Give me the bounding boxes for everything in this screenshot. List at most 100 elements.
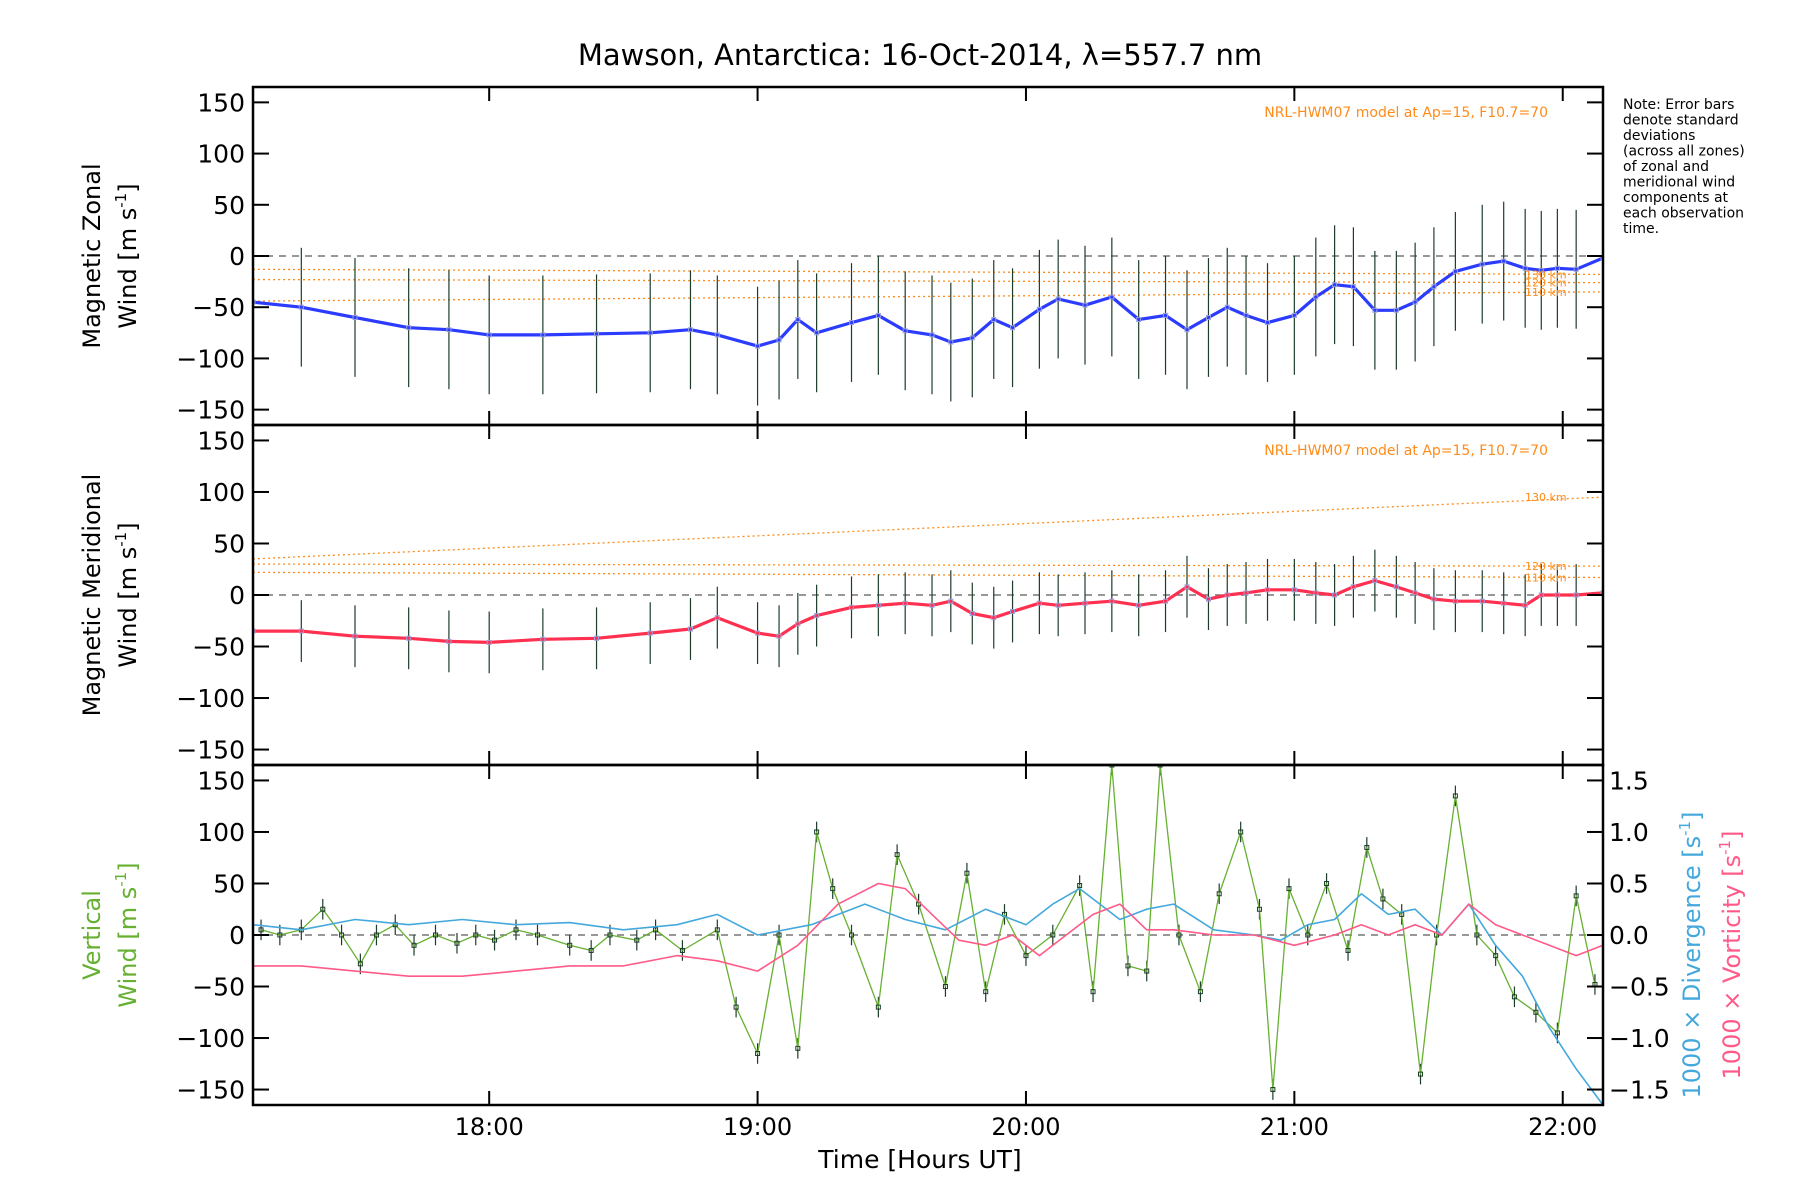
y-tick-label: 150 (197, 88, 245, 117)
data-point (1224, 304, 1230, 310)
data-point (1431, 596, 1437, 602)
data-point (1125, 963, 1131, 969)
model-altitude-label: 130 km (1525, 491, 1567, 504)
model-line (253, 571, 1603, 579)
data-point (1144, 968, 1150, 974)
data-point (814, 829, 820, 835)
data-point (298, 304, 304, 310)
data-point (1291, 312, 1297, 318)
data-point (1452, 268, 1458, 274)
y-tick-label: 50 (213, 529, 245, 558)
y2-tick-label: −1.0 (1609, 1024, 1670, 1053)
data-point (594, 331, 600, 337)
data-point (1055, 296, 1061, 302)
data-point (1036, 306, 1042, 312)
data-point (1350, 284, 1356, 290)
y2-axis-label-vorticity: 1000 × Vorticity [s-1] (1716, 831, 1746, 1080)
data-point (1522, 602, 1528, 608)
data-point (513, 927, 519, 933)
data-point (1412, 590, 1418, 596)
data-point (1324, 880, 1330, 886)
data-point (795, 1045, 801, 1051)
data-point (948, 339, 954, 345)
data-point (1452, 793, 1458, 799)
x-tick-label: 18:00 (455, 1113, 524, 1141)
data-point (687, 327, 693, 333)
data-point (1109, 765, 1115, 768)
data-point (1243, 590, 1249, 596)
note-line: denote standard (1623, 113, 1739, 129)
y-tick-label: 0 (229, 242, 245, 271)
data-point (929, 332, 935, 338)
data-point (492, 937, 498, 943)
data-point (687, 626, 693, 632)
data-point (486, 332, 492, 338)
note-line: each observation (1623, 206, 1744, 222)
data-point (1163, 598, 1169, 604)
data-point (969, 611, 975, 617)
data-point (755, 630, 761, 636)
y-tick-label: −150 (176, 396, 245, 425)
model-altitude-label: 120 km (1525, 277, 1567, 290)
data-point (1412, 299, 1418, 305)
y2-tick-label: 1.0 (1609, 818, 1649, 847)
data-point (849, 604, 855, 610)
data-point (1501, 600, 1507, 606)
data-point (1554, 265, 1560, 271)
data-point (795, 317, 801, 323)
data-point (1265, 320, 1271, 326)
data-point (1224, 592, 1230, 598)
data-point (755, 343, 761, 349)
data-point (969, 335, 975, 341)
data-point (357, 961, 363, 967)
data-point (1205, 314, 1211, 320)
x-tick-label: 21:00 (1260, 1113, 1329, 1141)
data-point (1474, 932, 1480, 938)
data-point (298, 628, 304, 634)
data-point (1082, 600, 1088, 606)
data-point (814, 330, 820, 336)
note-line: deviations (1623, 128, 1695, 144)
y-tick-label: −100 (176, 684, 245, 713)
data-point (1077, 883, 1083, 889)
data-point (1573, 893, 1579, 899)
y2-axis-label-divergence: 1000 × Divergence [s-1] (1676, 811, 1706, 1098)
data-point (830, 886, 836, 892)
data-point (1538, 267, 1544, 273)
y-axis-label-line1: Vertical (78, 890, 106, 980)
data-point (1431, 284, 1437, 290)
data-point (277, 932, 283, 938)
data-point (1364, 844, 1370, 850)
model-label: NRL-HWM07 model at Ap=15, F10.7=70 (1264, 443, 1548, 459)
y-tick-label: −100 (176, 344, 245, 373)
data-point (1511, 994, 1517, 1000)
data-point (795, 621, 801, 627)
data-point (1270, 1087, 1276, 1093)
data-point (320, 906, 326, 912)
data-point (1109, 294, 1115, 300)
data-point (991, 615, 997, 621)
model-line (253, 268, 1603, 276)
data-point (1533, 1009, 1539, 1015)
y-tick-label: −150 (176, 1076, 245, 1105)
data-point (1332, 282, 1338, 288)
data-point (814, 613, 820, 619)
data-point (1452, 598, 1458, 604)
data-point (733, 1004, 739, 1010)
data-point (406, 325, 412, 331)
data-point (486, 639, 492, 645)
y2-tick-label: 0.0 (1609, 921, 1649, 950)
panel-vertical-plot-area (253, 765, 1603, 1105)
data-point (1417, 1071, 1423, 1077)
data-point (894, 852, 900, 858)
data-point (540, 636, 546, 642)
data-point (1393, 307, 1399, 313)
data-point (948, 598, 954, 604)
data-point (540, 332, 546, 338)
data-point (411, 942, 417, 948)
data-point (567, 942, 573, 948)
y-tick-label: −50 (192, 633, 245, 662)
data-point (1286, 886, 1292, 892)
